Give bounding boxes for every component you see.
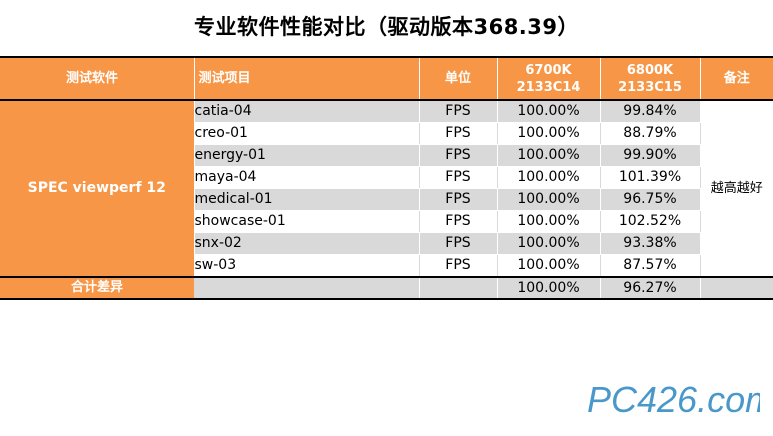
page-title: 专业软件性能对比（驱动版本368.39） [193, 15, 580, 39]
row-value-a: 100.00% [497, 100, 601, 123]
total-row: 合计差异 100.00% 96.27% [0, 276, 773, 300]
row-value-b: 88.79% [600, 122, 701, 145]
row-unit: FPS [419, 122, 498, 145]
row-item: catia-04 [194, 100, 420, 123]
row-item: energy-01 [194, 144, 420, 167]
table-row: SPEC viewperf 12 catia-04 FPS 100.00% 99… [0, 100, 773, 278]
table-header-row: 测试软件 测试项目 单位 6700K 2133C14 6800K 2133C15… [0, 56, 773, 101]
row-value-b: 87.57% [600, 254, 701, 278]
performance-table: 测试软件 测试项目 单位 6700K 2133C14 6800K 2133C15… [0, 56, 773, 300]
row-value-b: 99.90% [600, 144, 701, 167]
header-col-a-line1: 6700K [525, 62, 572, 78]
header-note: 备注 [700, 56, 773, 101]
row-value-a: 100.00% [497, 144, 601, 167]
table-row: snx-02 FPS 100.00% 93.38% [0, 232, 773, 255]
total-unit-empty [419, 276, 498, 300]
row-value-a: 100.00% [497, 254, 601, 278]
row-item: showcase-01 [194, 210, 420, 233]
total-value-b: 96.27% [600, 276, 701, 300]
row-item: creo-01 [194, 122, 420, 145]
header-col-a-line2: 2133C14 [516, 79, 581, 95]
row-value-a: 100.00% [497, 232, 601, 255]
row-unit: FPS [419, 188, 498, 211]
table-row: maya-04 FPS 100.00% 101.39% [0, 166, 773, 189]
row-item: medical-01 [194, 188, 420, 211]
row-unit: FPS [419, 144, 498, 167]
row-value-b: 102.52% [600, 210, 701, 233]
row-item: snx-02 [194, 232, 420, 255]
watermark-logo: PC426.com [587, 379, 760, 420]
row-unit: FPS [419, 254, 498, 278]
group-label: SPEC viewperf 12 [0, 100, 195, 278]
table-row: showcase-01 FPS 100.00% 102.52% [0, 210, 773, 233]
row-value-b: 96.75% [600, 188, 701, 211]
row-value-b: 99.84% [600, 100, 701, 123]
row-unit: FPS [419, 210, 498, 233]
header-col-b-line1: 6800K [626, 62, 674, 78]
header-unit: 单位 [419, 56, 498, 101]
header-software: 测试软件 [0, 56, 195, 101]
table-row: sw-03 FPS 100.00% 87.57% [0, 254, 773, 278]
total-note-empty [700, 276, 773, 300]
header-col-b: 6800K 2133C15 [600, 56, 701, 101]
header-col-a: 6700K 2133C14 [497, 56, 601, 101]
watermark-text: PC426.com [587, 379, 760, 420]
row-value-a: 100.00% [497, 188, 601, 211]
table-row: medical-01 FPS 100.00% 96.75% [0, 188, 773, 211]
total-item-empty [194, 276, 420, 300]
row-value-b: 93.38% [600, 232, 701, 255]
header-col-b-line2: 2133C15 [618, 79, 682, 95]
table-row: energy-01 FPS 100.00% 99.90% [0, 144, 773, 167]
row-item: maya-04 [194, 166, 420, 189]
note-text: 越高越好 [700, 100, 773, 278]
total-value-a: 100.00% [497, 276, 601, 300]
row-unit: FPS [419, 232, 498, 255]
row-unit: FPS [419, 100, 498, 123]
row-value-a: 100.00% [497, 210, 601, 233]
row-value-a: 100.00% [497, 166, 601, 189]
row-value-a: 100.00% [497, 122, 601, 145]
row-unit: FPS [419, 166, 498, 189]
row-item: sw-03 [194, 254, 420, 278]
total-label: 合计差异 [0, 276, 194, 300]
header-item: 测试项目 [194, 56, 420, 101]
row-value-b: 101.39% [600, 166, 701, 189]
table-row: creo-01 FPS 100.00% 88.79% [0, 122, 773, 145]
